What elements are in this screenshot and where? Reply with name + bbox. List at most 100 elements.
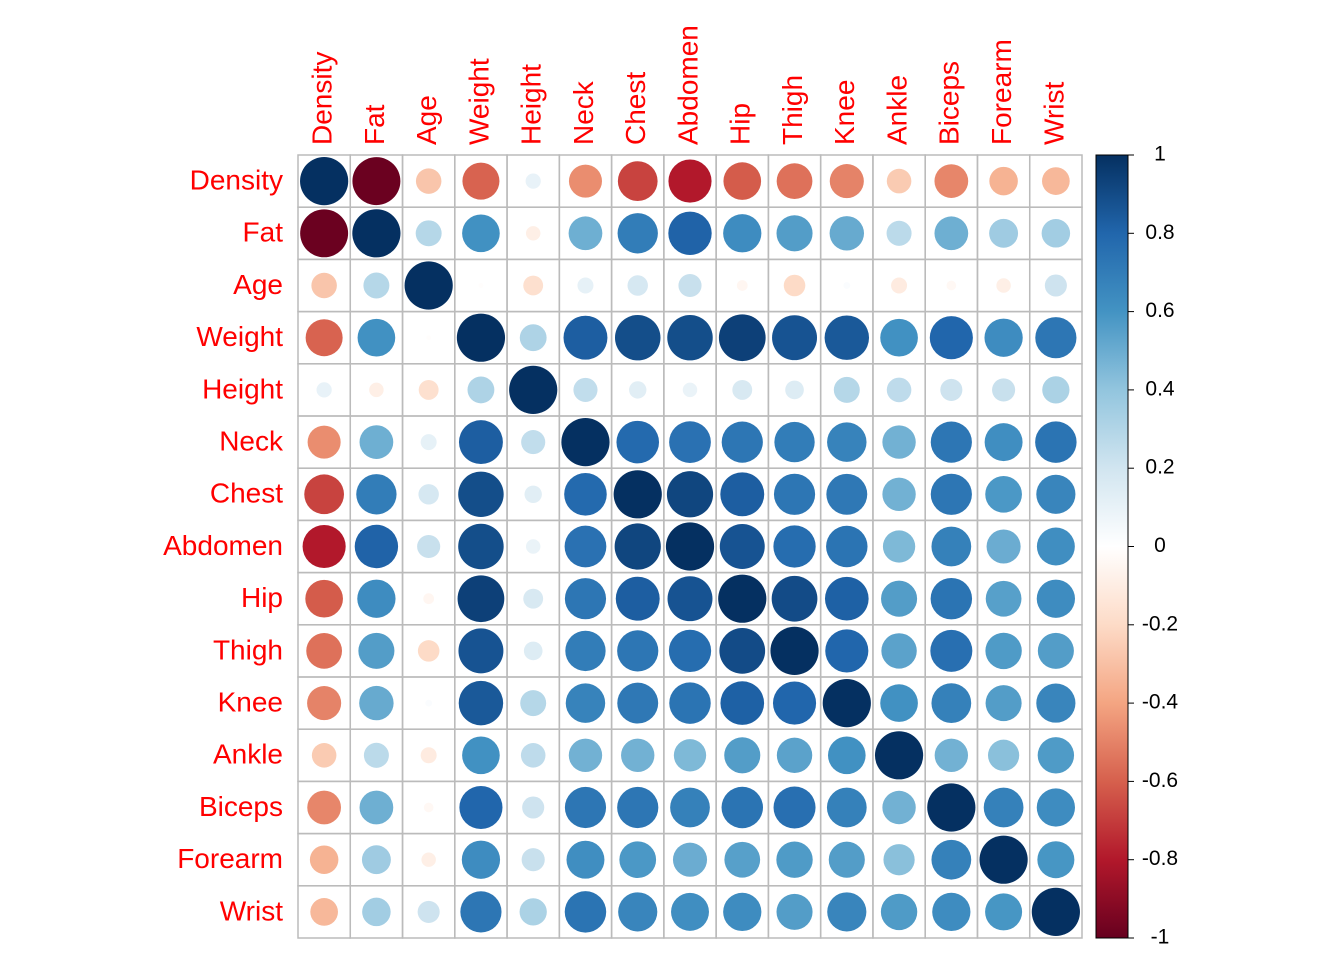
corr-circle (1036, 527, 1075, 566)
corr-circle (458, 523, 504, 570)
corr-circle (880, 893, 918, 931)
corr-circle (723, 892, 762, 932)
corr-circle (776, 163, 813, 199)
corr-circle (426, 335, 432, 341)
corr-circle (932, 892, 971, 932)
corr-circle (822, 679, 871, 728)
corr-circle (420, 434, 437, 451)
column-label: Thigh (777, 75, 808, 145)
corr-circle (720, 681, 765, 725)
corr-circle (302, 524, 346, 569)
corr-circle (985, 580, 1022, 617)
row-label: Ankle (213, 739, 283, 770)
corr-circle (418, 379, 439, 400)
corr-circle (946, 280, 957, 291)
corr-circle (829, 216, 865, 251)
corr-circle (1036, 683, 1076, 723)
corr-circle (669, 682, 711, 724)
row-label: Thigh (213, 634, 283, 665)
colorbar-tick-label: -0.2 (1142, 612, 1178, 635)
column-label: Neck (568, 80, 599, 145)
corr-circle (509, 365, 558, 414)
corr-circle (886, 220, 912, 246)
column-label: Hip (725, 103, 756, 145)
corr-circle (564, 473, 607, 516)
corr-circle (886, 168, 912, 194)
corr-circle (979, 835, 1028, 884)
corr-circle (826, 787, 867, 828)
corr-circle (984, 318, 1023, 357)
corr-circle (523, 641, 543, 661)
corr-circle (565, 630, 606, 672)
corr-circle (458, 628, 504, 674)
corr-circle (300, 209, 349, 258)
corr-circle (458, 420, 503, 465)
corr-circle (668, 159, 712, 203)
corr-circle (721, 421, 763, 463)
corr-circle (417, 640, 440, 662)
corr-circle (931, 526, 972, 567)
corr-circle (568, 216, 603, 251)
corr-circle (354, 524, 399, 569)
corr-circle (934, 216, 969, 251)
row-label: Abdomen (163, 530, 283, 561)
corr-circle (352, 209, 401, 258)
corr-circle (667, 576, 713, 622)
corr-circle (931, 683, 972, 723)
corr-circle (522, 796, 545, 819)
corr-circle (1035, 317, 1077, 359)
corr-circle (891, 277, 908, 294)
corr-circle (519, 898, 547, 926)
corr-circle (525, 539, 541, 554)
corr-circle (1036, 788, 1075, 827)
corr-circle (983, 787, 1024, 828)
corr-circle (718, 314, 766, 362)
corr-circle (886, 377, 912, 403)
corr-circle (564, 786, 607, 829)
corr-circle (773, 525, 816, 568)
corr-circle (1042, 376, 1070, 404)
corr-circle (425, 699, 433, 707)
corr-circle (985, 685, 1022, 722)
corr-circle (1036, 579, 1075, 618)
row-label: Fat (243, 217, 284, 248)
column-label: Weight (463, 58, 494, 145)
row-label: Chest (210, 478, 283, 509)
corr-circle (459, 785, 503, 830)
corr-circle (521, 430, 546, 455)
corr-circle (478, 283, 484, 288)
colorbar-tick-label: 0 (1154, 534, 1166, 557)
corr-circle (358, 632, 395, 669)
corr-circle (523, 588, 544, 609)
corr-circle (564, 578, 607, 620)
corr-circle (881, 633, 917, 669)
corr-circle (307, 425, 341, 459)
corr-circle (566, 840, 605, 879)
corr-circle (719, 628, 766, 674)
row-label: Wrist (220, 895, 283, 926)
corr-circle (520, 743, 546, 768)
corr-circle (525, 226, 541, 241)
corr-circle (520, 690, 547, 717)
corr-circle (521, 848, 545, 872)
corr-circle (523, 275, 544, 296)
corr-circle (417, 534, 441, 559)
corr-circle (563, 315, 608, 360)
corr-circle (671, 892, 709, 931)
corr-circle (415, 168, 442, 194)
corr-circle (883, 844, 915, 876)
corr-circle (519, 324, 547, 352)
corr-circle (773, 473, 816, 515)
corr-circle (824, 576, 869, 621)
corr-circle (776, 893, 813, 930)
row-label: Biceps (199, 791, 283, 822)
corr-circle (670, 787, 710, 828)
corr-circle (462, 736, 500, 775)
corr-circle (458, 471, 504, 518)
corr-circle (825, 629, 869, 673)
corr-circle (772, 681, 817, 725)
row-label: Forearm (177, 843, 283, 874)
column-label: Density (307, 52, 338, 145)
corr-circle (615, 576, 660, 621)
corr-circle (362, 897, 391, 927)
